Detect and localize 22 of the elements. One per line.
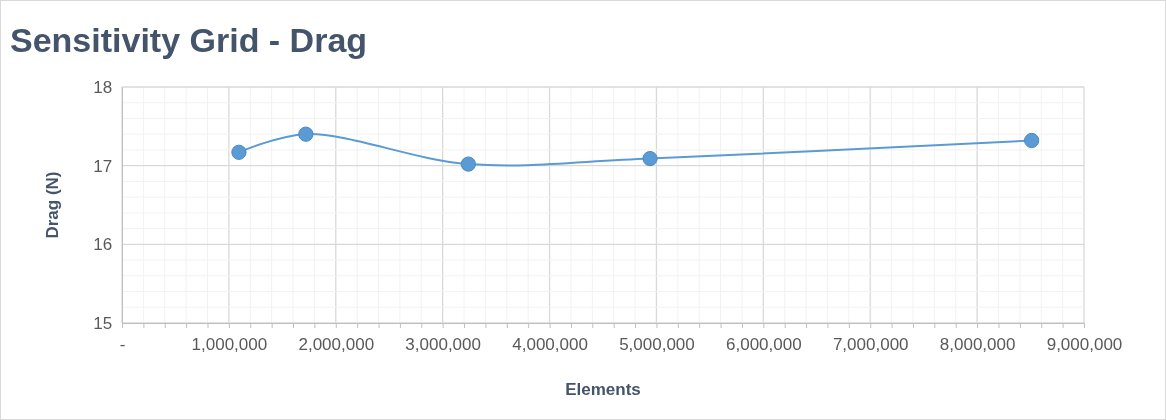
x-tick-label: 4,000,000	[512, 334, 588, 354]
x-tick-label: -	[119, 334, 126, 354]
x-tick-label: 2,000,000	[298, 334, 375, 354]
point	[231, 144, 247, 160]
y-tick-label: 16	[93, 235, 113, 255]
chart-title: Sensitivity Grid - Drag	[10, 21, 368, 59]
y-axis-title: Drag (N)	[43, 171, 62, 239]
y-tick-label: 15	[93, 313, 113, 333]
x-tick-label: 3,000,000	[405, 334, 481, 354]
y-tick-label: 17	[93, 156, 113, 176]
point	[460, 156, 476, 172]
x-tick-label: 9,000,000	[1046, 334, 1123, 354]
x-tick-label: 1,000,000	[191, 334, 268, 354]
x-tick-label: 8,000,000	[939, 334, 1016, 354]
point	[1023, 132, 1040, 149]
x-tick-label: 5,000,000	[619, 334, 695, 354]
x-tick-label: 7,000,000	[832, 334, 909, 354]
x-axis-title: Elements	[565, 380, 641, 399]
y-tick-label: 18	[93, 77, 113, 97]
point	[642, 150, 658, 167]
point	[298, 126, 314, 142]
x-tick-label: 6,000,000	[726, 334, 802, 354]
